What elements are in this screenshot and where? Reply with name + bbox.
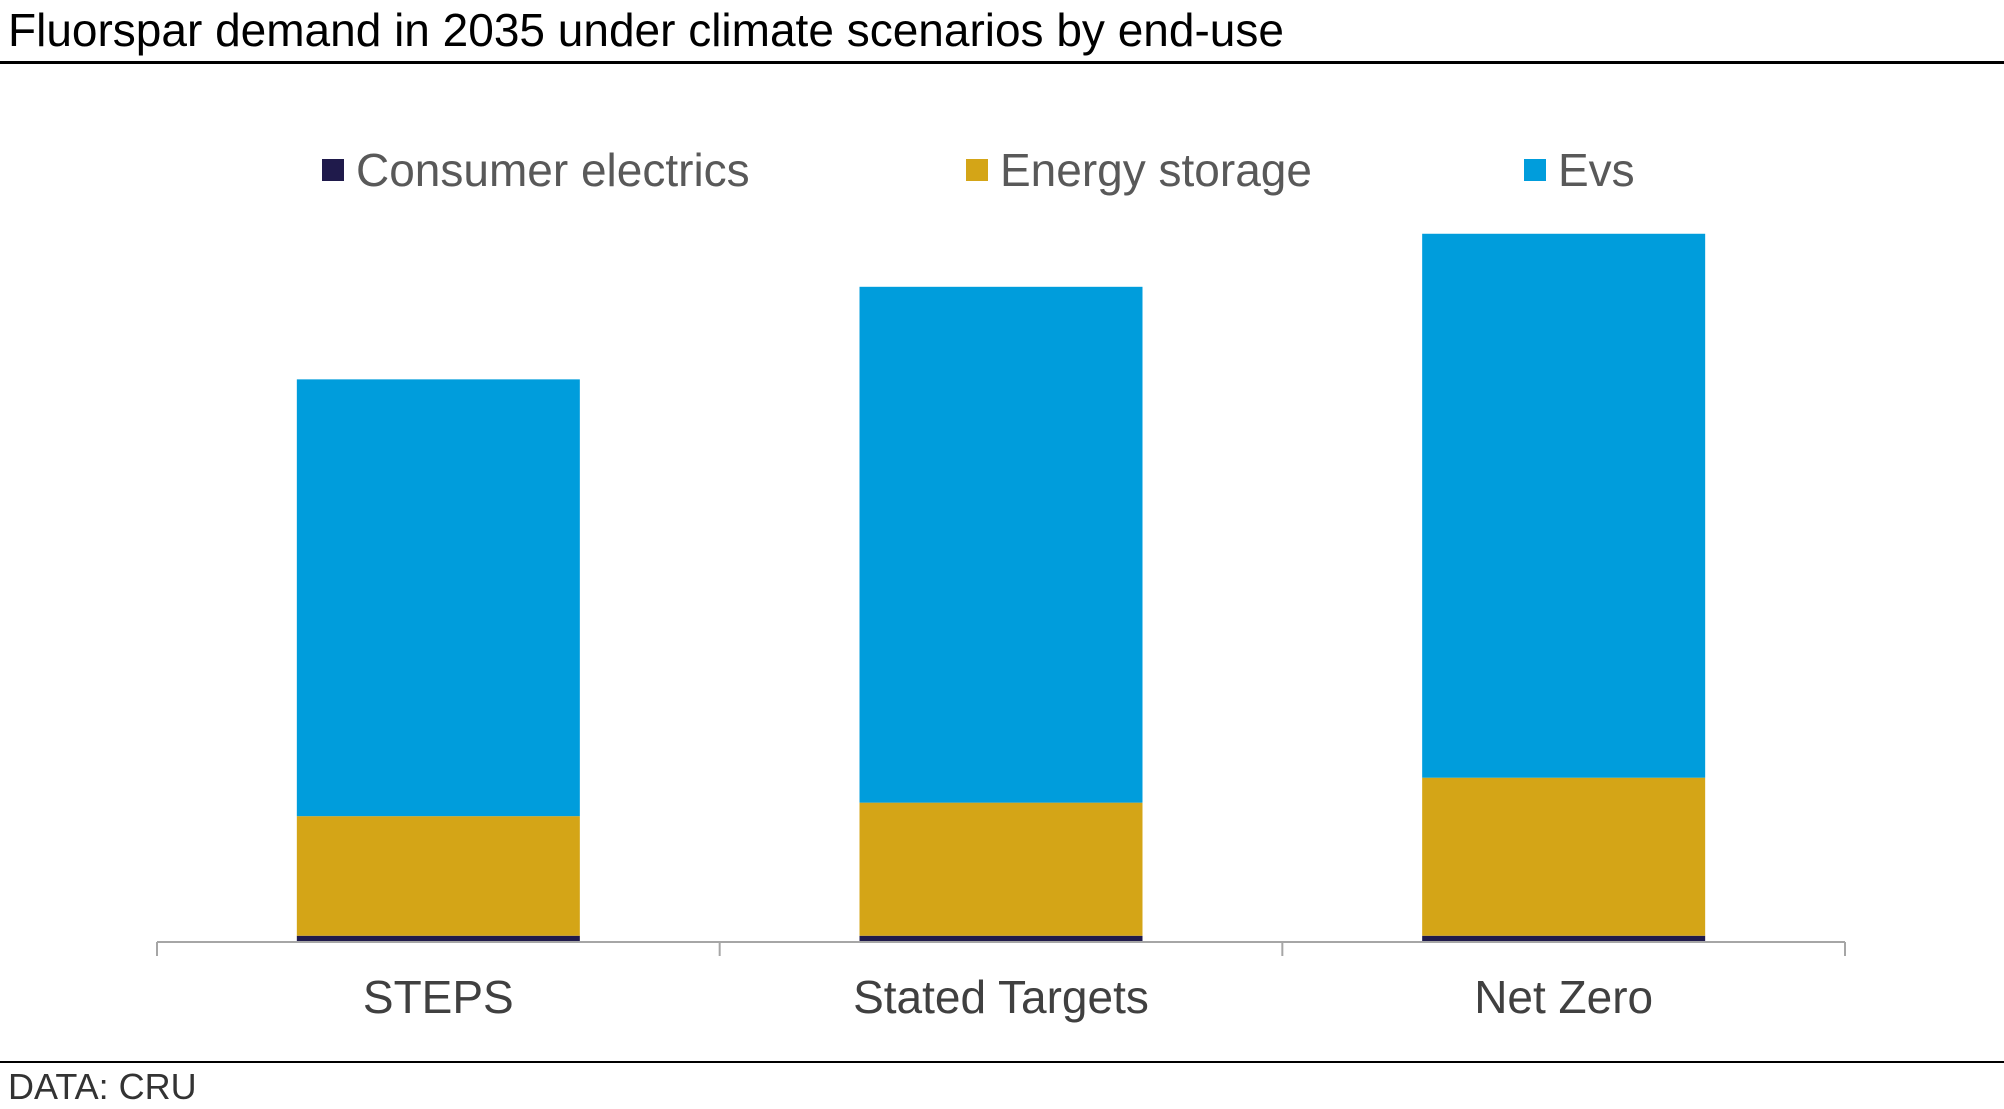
x-axis: STEPS Stated Targets Net Zero: [156, 941, 1846, 1023]
bar-steps-energy-storage: [296, 816, 580, 936]
legend-label-evs: Evs: [1558, 144, 1635, 196]
legend-label-energy-storage: Energy storage: [1000, 144, 1312, 196]
bars: [296, 233, 1706, 942]
bar-stated-targets-energy-storage: [859, 802, 1143, 936]
legend-swatch-consumer-electrics: [322, 159, 344, 181]
bar-steps-consumer-electrics: [296, 935, 580, 942]
source-note: DATA: CRU: [8, 1066, 197, 1107]
bar-net-zero-evs: [1422, 233, 1706, 778]
legend-swatch-energy-storage: [966, 159, 988, 181]
chart-title: Fluorspar demand in 2035 under climate s…: [8, 4, 1284, 56]
x-tick-label-stated-targets: Stated Targets: [853, 971, 1149, 1023]
source-divider: [0, 1061, 2004, 1063]
bar-stated-targets-evs: [859, 286, 1143, 803]
legend: Consumer electrics Energy storage Evs: [322, 144, 1635, 196]
x-tick-label-steps: STEPS: [363, 971, 514, 1023]
bar-net-zero-energy-storage: [1422, 777, 1706, 936]
title-divider: [0, 61, 2004, 64]
bar-stated-targets-consumer-electrics: [859, 935, 1143, 942]
legend-label-consumer-electrics: Consumer electrics: [356, 144, 750, 196]
x-tick-label-net-zero: Net Zero: [1474, 971, 1653, 1023]
stacked-bar-chart: Consumer electrics Energy storage Evs STEP…: [156, 144, 1846, 1023]
bar-net-zero-consumer-electrics: [1422, 935, 1706, 942]
bar-steps-evs: [296, 379, 580, 817]
legend-swatch-evs: [1524, 159, 1546, 181]
